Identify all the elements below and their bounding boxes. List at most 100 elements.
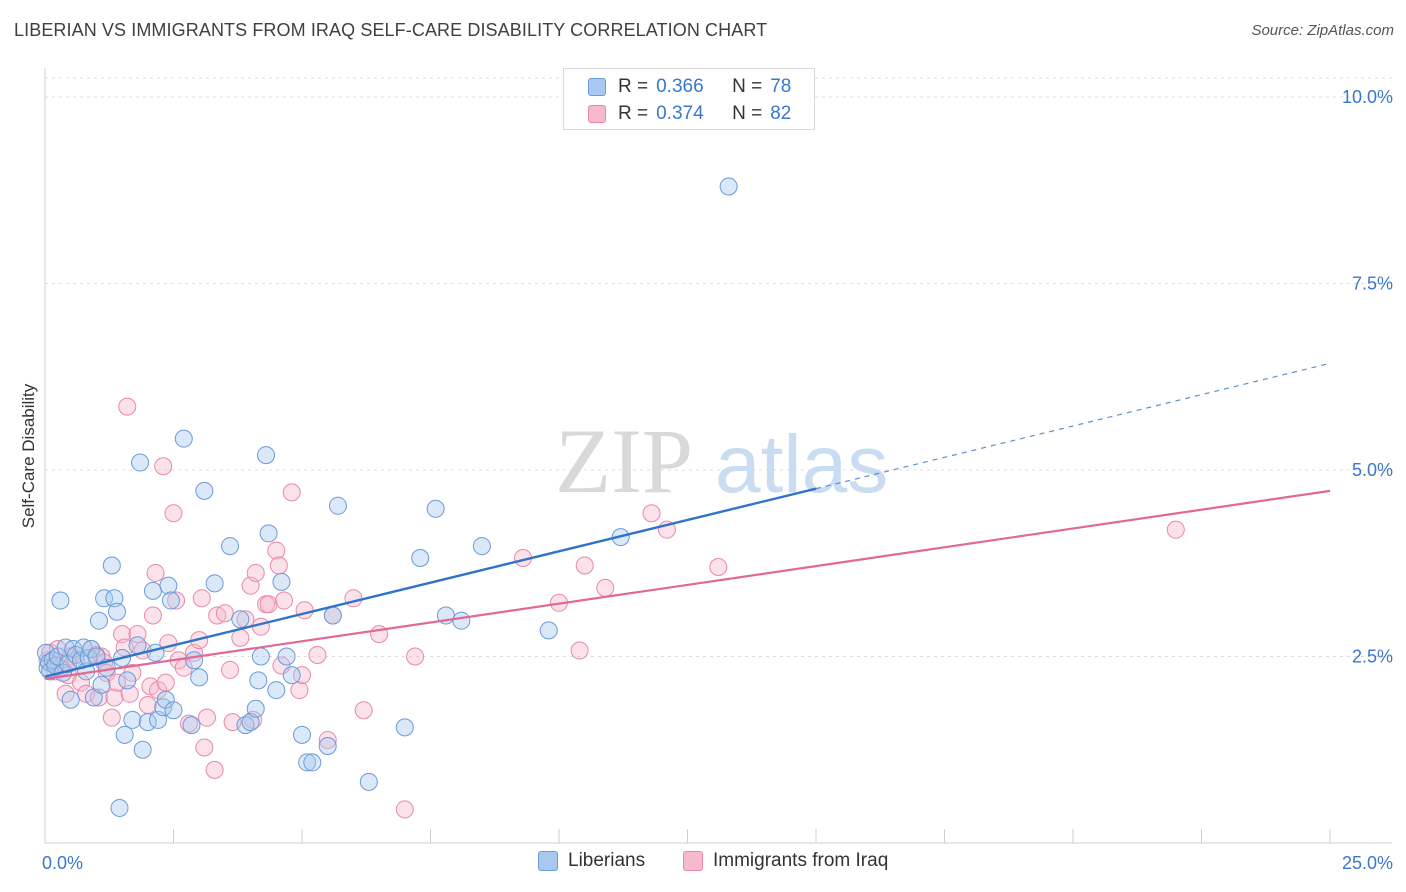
data-point-iraq xyxy=(231,628,250,647)
data-point-liberians xyxy=(118,671,137,690)
data-point-iraq xyxy=(221,660,240,679)
data-point-liberians xyxy=(123,710,142,729)
data-point-liberians xyxy=(303,753,322,772)
legend-item-iraq[interactable]: Immigrants from Iraq xyxy=(683,850,888,872)
data-point-iraq xyxy=(215,604,234,623)
data-point-liberians xyxy=(282,666,301,685)
data-point-liberians xyxy=(249,671,268,690)
data-point-iraq xyxy=(267,541,286,560)
data-point-iraq xyxy=(149,681,168,700)
data-point-liberians xyxy=(195,481,214,500)
data-point-iraq xyxy=(575,556,594,575)
data-point-liberians xyxy=(293,725,311,744)
series-iraq-points xyxy=(38,397,1185,819)
data-point-liberians xyxy=(236,716,255,735)
data-point-liberians xyxy=(110,798,129,817)
data-point-iraq xyxy=(154,457,173,476)
legend-r-value: 0.374 xyxy=(656,103,704,124)
data-point-liberians xyxy=(159,576,178,595)
data-point-liberians xyxy=(190,668,209,687)
data-point-liberians xyxy=(128,636,147,655)
data-point-iraq xyxy=(102,708,121,727)
y-tick-label: 7.5% xyxy=(1352,274,1393,294)
data-point-liberians xyxy=(131,453,150,472)
watermark-zip: ZIP xyxy=(555,410,693,512)
data-point-liberians xyxy=(92,675,111,694)
data-point-iraq xyxy=(269,556,288,575)
source-label: Source: ZipAtlas.com xyxy=(1251,22,1394,39)
data-point-liberians xyxy=(146,643,165,662)
data-point-liberians xyxy=(411,549,430,568)
data-point-iraq xyxy=(205,760,224,779)
chart-title: LIBERIAN VS IMMIGRANTS FROM IRAQ SELF-CA… xyxy=(14,20,768,40)
legend-n-label: N = xyxy=(732,76,763,97)
data-point-liberians xyxy=(221,537,240,556)
y-tick-label: 10.0% xyxy=(1342,87,1393,107)
data-point-liberians xyxy=(164,701,183,720)
data-point-iraq xyxy=(395,800,414,819)
data-point-iraq xyxy=(308,646,327,665)
data-point-liberians xyxy=(241,713,260,732)
legend-label-liberians: Liberians xyxy=(568,850,646,871)
data-point-iraq xyxy=(570,641,589,660)
data-point-iraq xyxy=(259,595,278,614)
data-point-liberians xyxy=(298,753,317,772)
trend-lines xyxy=(44,362,1331,680)
data-point-liberians xyxy=(328,496,347,515)
data-point-liberians xyxy=(102,556,121,575)
data-point-liberians xyxy=(277,647,296,666)
data-point-liberians xyxy=(107,602,126,621)
data-point-liberians xyxy=(267,681,286,700)
watermark-atlas: atlas xyxy=(715,419,888,510)
data-point-iraq xyxy=(293,666,311,685)
data-point-liberians xyxy=(395,718,414,737)
data-point-liberians xyxy=(426,499,445,518)
y-tick-label: 2.5% xyxy=(1352,647,1393,667)
data-point-liberians xyxy=(318,737,337,756)
data-point-liberians xyxy=(37,643,56,662)
x-tick-label: 25.0% xyxy=(1342,853,1393,873)
data-point-liberians xyxy=(95,589,114,608)
data-point-iraq xyxy=(138,695,157,714)
data-point-liberians xyxy=(161,591,180,610)
data-point-iraq xyxy=(197,708,216,727)
axis-layer: 2.5% 5.0% 7.5% 10.0% 0.0% 25.0% xyxy=(42,68,1393,873)
x-tick-label: 0.0% xyxy=(42,853,83,873)
data-point-iraq xyxy=(120,684,139,703)
data-point-iraq xyxy=(318,731,337,750)
data-point-liberians xyxy=(251,647,270,666)
y-tick-label: 5.0% xyxy=(1352,460,1393,480)
data-point-liberians xyxy=(156,690,175,709)
data-point-iraq xyxy=(146,563,165,582)
data-point-iraq xyxy=(192,589,211,608)
legend-row-iraq: R = 0.374 N = 82 xyxy=(588,102,791,126)
legend-item-liberians[interactable]: Liberians xyxy=(538,850,645,872)
data-point-iraq xyxy=(156,673,175,692)
data-point-liberians xyxy=(61,690,80,709)
data-point-iraq xyxy=(56,684,75,703)
data-point-iraq xyxy=(354,701,373,720)
data-point-iraq xyxy=(113,625,132,644)
legend-r-value: 0.366 xyxy=(656,76,704,97)
data-point-iraq xyxy=(406,647,425,666)
data-point-liberians xyxy=(133,740,152,759)
legend-r-label: R = xyxy=(618,103,649,124)
data-point-liberians xyxy=(205,574,224,593)
data-point-liberians xyxy=(115,725,134,744)
data-point-iraq xyxy=(275,591,294,610)
data-point-iraq xyxy=(164,504,183,523)
correlation-legend: R = 0.366 N = 78 R = 0.374 N = 82 xyxy=(563,68,815,130)
data-point-iraq xyxy=(1166,520,1185,539)
data-point-liberians xyxy=(539,621,558,640)
data-point-iraq xyxy=(246,563,265,582)
data-point-iraq xyxy=(596,578,615,597)
data-point-liberians xyxy=(174,429,193,448)
data-point-iraq xyxy=(105,688,124,707)
series-liberians-points xyxy=(37,177,738,817)
legend-swatch-pink xyxy=(683,851,703,871)
legend-r-label: R = xyxy=(618,76,649,97)
data-point-iraq xyxy=(642,504,661,523)
data-point-liberians xyxy=(74,638,93,657)
legend-label-iraq: Immigrants from Iraq xyxy=(713,850,889,871)
